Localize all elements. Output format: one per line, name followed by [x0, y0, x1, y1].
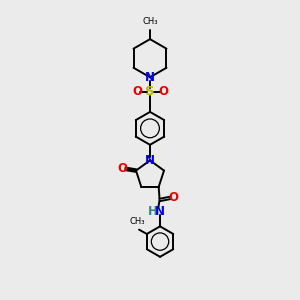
- Text: CH₃: CH₃: [130, 217, 145, 226]
- Text: H: H: [148, 205, 158, 218]
- Text: S: S: [145, 85, 155, 98]
- Text: O: O: [158, 85, 168, 98]
- Text: CH₃: CH₃: [142, 17, 158, 26]
- Text: O: O: [168, 191, 178, 204]
- Text: O: O: [132, 85, 142, 98]
- Text: N: N: [155, 205, 165, 218]
- Text: N: N: [145, 154, 155, 167]
- Text: O: O: [117, 162, 127, 175]
- Text: N: N: [145, 71, 155, 84]
